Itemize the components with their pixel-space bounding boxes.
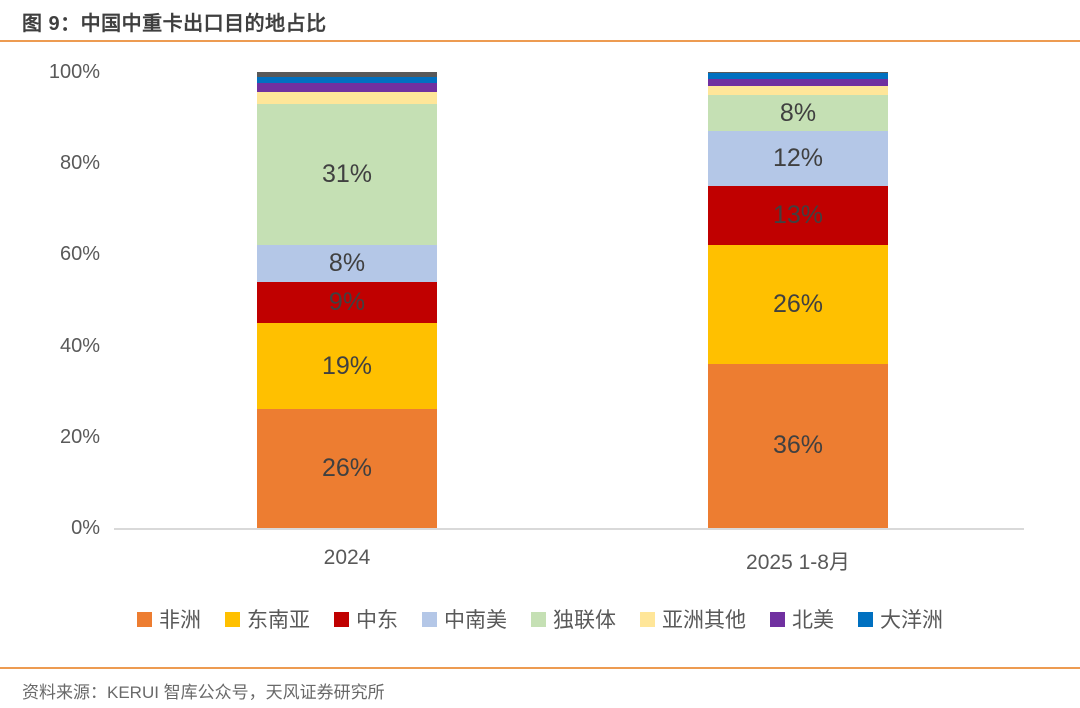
legend-swatch-icon xyxy=(640,611,655,627)
legend-swatch-icon xyxy=(858,611,873,627)
legend-label: 大洋洲 xyxy=(880,609,943,632)
legend-swatch-icon xyxy=(137,611,152,627)
stacked-bar-2024: 26% 19% 9% 8% 31% xyxy=(257,72,437,528)
stacked-bar-2025 1-8月: 36% 26% 13% 12% 8% xyxy=(708,72,888,528)
bar-segment-中南美: 8% xyxy=(257,245,437,282)
bar-segment-东南亚: 19% xyxy=(257,322,437,410)
bar-segment-中南美: 12% xyxy=(708,131,888,187)
legend-item-大洋洲: 大洋洲 xyxy=(858,604,943,634)
legend-label: 东南亚 xyxy=(247,609,310,632)
title-divider xyxy=(0,40,1080,42)
legend-item-亚洲其他: 亚洲其他 xyxy=(640,604,746,634)
y-axis-tick-label: 80% xyxy=(59,152,100,175)
segment-value-label: 9% xyxy=(328,287,366,316)
legend-label: 中东 xyxy=(356,609,398,632)
bar-segment-东南亚: 26% xyxy=(708,245,888,364)
segment-value-label: 31% xyxy=(321,160,373,189)
segment-value-label: 19% xyxy=(321,351,373,380)
y-axis-tick-label: 20% xyxy=(59,425,100,448)
y-axis-tick-label: 60% xyxy=(59,243,100,266)
legend-swatch-icon xyxy=(422,611,437,627)
bar-segment-亚洲其他 xyxy=(708,85,888,95)
legend-item-东南亚: 东南亚 xyxy=(225,604,310,634)
legend-item-北美: 北美 xyxy=(770,604,834,634)
legend-swatch-icon xyxy=(334,611,349,627)
legend-label: 独联体 xyxy=(553,609,616,632)
segment-value-label: 8% xyxy=(328,249,366,278)
bar-segment-大洋洲 xyxy=(708,73,888,79)
bar-segment-北美 xyxy=(257,82,437,93)
segment-value-label: 26% xyxy=(772,290,824,319)
bar-segment-北美 xyxy=(708,78,888,86)
segment-value-label: 13% xyxy=(772,201,824,230)
x-axis-line xyxy=(114,528,1024,530)
bar-segment-独联体: 31% xyxy=(257,103,437,246)
segment-value-label: 12% xyxy=(772,144,824,173)
segment-value-label: 26% xyxy=(321,454,373,483)
footer-divider xyxy=(0,667,1080,669)
source-note: 资料来源：KERUI 智库公众号，天风证券研究所 xyxy=(22,683,385,702)
bar-segment-非洲: 26% xyxy=(257,409,437,528)
segment-value-label: 8% xyxy=(779,98,817,127)
x-axis-category-label: 2025 1-8月 xyxy=(746,551,850,574)
figure-title: 图 9：中国中重卡出口目的地占比 xyxy=(22,13,327,35)
legend-label: 非洲 xyxy=(159,609,201,632)
legend-item-中南美: 中南美 xyxy=(422,604,507,634)
bar-segment-其他 xyxy=(708,72,888,74)
bar-segment-独联体: 8% xyxy=(708,94,888,132)
legend-swatch-icon xyxy=(531,611,546,627)
legend-swatch-icon xyxy=(770,611,785,627)
bar-segment-中东: 13% xyxy=(708,186,888,246)
legend-swatch-icon xyxy=(225,611,240,627)
bar-segment-中东: 9% xyxy=(257,281,437,323)
bar-segment-非洲: 36% xyxy=(708,363,888,528)
bar-segment-大洋洲 xyxy=(257,77,437,83)
y-axis-tick-label: 40% xyxy=(59,334,100,357)
legend-label: 中南美 xyxy=(444,609,507,632)
segment-value-label: 36% xyxy=(772,431,824,460)
legend-item-独联体: 独联体 xyxy=(531,604,616,634)
x-axis-category-label: 2024 xyxy=(323,546,371,569)
y-axis-tick-label: 0% xyxy=(71,517,100,539)
bar-segment-亚洲其他 xyxy=(257,92,437,104)
bar-segment-其他 xyxy=(257,72,437,78)
legend-item-非洲: 非洲 xyxy=(137,604,201,634)
y-axis-tick-label: 100% xyxy=(48,61,100,83)
legend-label: 北美 xyxy=(792,609,834,632)
legend: 非洲 东南亚 中东 中南美 独联体 亚洲其他 北美 大洋洲 xyxy=(0,604,1080,634)
legend-item-中东: 中东 xyxy=(334,604,398,634)
legend-label: 亚洲其他 xyxy=(662,609,746,632)
